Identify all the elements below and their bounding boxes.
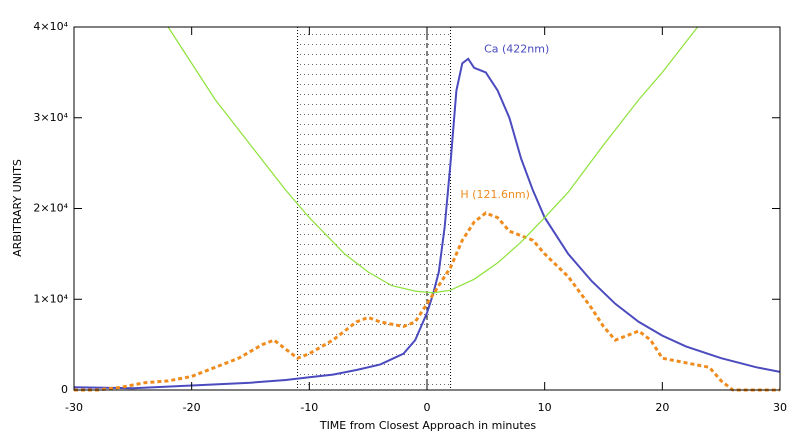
y-tick-label: 1×10⁴ [33, 292, 68, 305]
x-tick-label: 20 [655, 401, 669, 414]
series-label: Ca (422nm) [484, 43, 549, 56]
x-axis-label: TIME from Closest Approach in minutes [319, 419, 537, 432]
shaded-region [297, 27, 451, 390]
series-label: H (121.6nm) [460, 188, 530, 201]
series-line [74, 211, 780, 392]
x-tick-label: 0 [424, 401, 431, 414]
x-tick-label: -10 [300, 401, 318, 414]
x-tick-label: 10 [538, 401, 552, 414]
y-tick-label: 2×10⁴ [33, 202, 68, 215]
series-line [73, 57, 781, 390]
y-tick-label: 3×10⁴ [33, 111, 68, 124]
y-axis-label: ARBITRARY UNITS [11, 159, 24, 257]
x-tick-label: -20 [183, 401, 201, 414]
x-tick-label: 30 [773, 401, 787, 414]
series-line [167, 26, 699, 294]
x-tick-label: -30 [65, 401, 83, 414]
y-tick-label: 0 [61, 383, 68, 396]
y-tick-label: 4×10⁴ [33, 20, 68, 33]
